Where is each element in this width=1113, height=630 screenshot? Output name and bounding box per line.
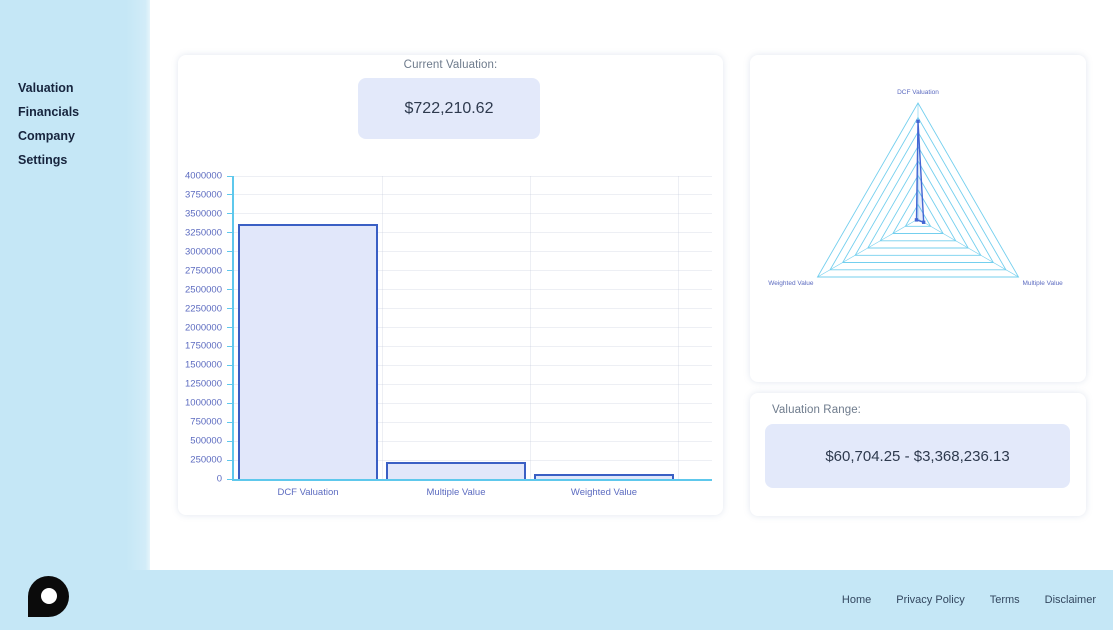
y-tick-label: 750000 xyxy=(190,416,222,428)
y-tick-label: 1000000 xyxy=(185,397,222,409)
radar-gridline xyxy=(829,116,1007,271)
y-gridline xyxy=(234,251,712,253)
y-tick-label: 3000000 xyxy=(185,246,222,258)
valuation-range-label: Valuation Range: xyxy=(772,404,861,416)
y-gridline xyxy=(234,232,712,234)
radar-point-multiple-value[interactable] xyxy=(921,220,926,224)
y-tick-label: 1500000 xyxy=(185,359,222,371)
footer-link-terms[interactable]: Terms xyxy=(989,594,1020,606)
y-gridline xyxy=(234,194,712,196)
valuation-range-card: Valuation Range: $60,704.25 - $3,368,236… xyxy=(750,393,1086,516)
y-tick-label: 2250000 xyxy=(185,303,222,315)
sidebar-item-valuation[interactable]: Valuation xyxy=(18,81,74,95)
current-valuation-label: Current Valuation: xyxy=(403,59,498,71)
y-tick-label: 3750000 xyxy=(185,189,222,201)
y-gridline xyxy=(234,270,712,272)
valuation-range-value: $60,704.25 - $3,368,236.13 xyxy=(765,424,1070,488)
valuation-radar-chart[interactable]: DCF Valuation Multiple Value Weighted Valu… xyxy=(750,55,1086,382)
sidebar: Valuation Financials Company Settings xyxy=(0,0,150,570)
radar-axis-label: DCF Valuation xyxy=(897,89,939,96)
y-tick-mark xyxy=(227,308,232,310)
y-tick-mark xyxy=(227,213,232,215)
y-tick-label: 500000 xyxy=(190,435,222,447)
x-tick-label: DCF Valuation xyxy=(277,487,339,498)
x-gridline xyxy=(381,176,383,479)
radar-gridline xyxy=(854,145,982,256)
radar-gridline xyxy=(904,203,932,227)
x-tick-label: Multiple Value xyxy=(426,487,486,498)
y-tick-mark xyxy=(227,175,232,177)
radar-gridline xyxy=(879,174,957,242)
y-tick-mark xyxy=(227,402,232,404)
sidebar-item-company[interactable]: Company xyxy=(18,129,75,143)
current-valuation-value: $722,210.62 xyxy=(358,78,540,139)
footer-link-home[interactable]: Home xyxy=(841,594,872,606)
y-gridline xyxy=(234,327,712,328)
y-tick-label: 1250000 xyxy=(185,378,222,390)
y-gridline xyxy=(234,421,712,423)
radar-axis-label: Multiple Value xyxy=(1022,280,1063,287)
y-tick-mark xyxy=(227,440,232,442)
x-gridline xyxy=(677,176,679,479)
footer-link-disclaimer[interactable]: Disclaimer xyxy=(1044,594,1096,606)
y-gridline xyxy=(234,364,712,366)
y-tick-mark xyxy=(227,270,232,272)
y-gridline xyxy=(234,308,712,310)
radar-axis-label: Weighted Value xyxy=(768,280,814,287)
y-tick-mark xyxy=(227,232,232,234)
footer-links: Home Privacy Policy Terms Disclaimer xyxy=(842,570,1096,630)
bar-weighted-value[interactable] xyxy=(534,474,674,479)
y-tick-mark xyxy=(227,289,232,291)
y-gridline xyxy=(234,440,712,442)
radar-angle-line xyxy=(917,218,1019,278)
radar-point-dcf-valuation[interactable] xyxy=(916,119,920,124)
radar-gridline xyxy=(892,189,944,234)
radar-angle-line xyxy=(817,218,919,278)
footer-link-privacy[interactable]: Privacy Policy xyxy=(896,594,965,606)
y-tick-mark xyxy=(227,364,232,366)
logo-icon xyxy=(28,576,69,617)
y-gridline xyxy=(234,175,712,177)
y-gridline xyxy=(234,459,712,461)
y-gridline xyxy=(234,213,712,215)
bar-multiple-value[interactable] xyxy=(386,461,526,479)
valuation-chart-card: Current Valuation: $722,210.62 0 250000 50… xyxy=(178,55,723,515)
radar-point-weighted-value[interactable] xyxy=(914,218,919,222)
y-tick-label: 3250000 xyxy=(185,227,222,239)
x-gridline xyxy=(529,176,531,479)
y-tick-mark xyxy=(227,383,232,385)
bar-dcf-valuation[interactable] xyxy=(238,223,378,479)
y-tick-label: 2500000 xyxy=(185,284,222,296)
radar-gridline xyxy=(816,102,1020,278)
radar-gridline xyxy=(841,131,995,263)
sidebar-item-financials[interactable]: Financials xyxy=(18,105,80,119)
x-tick-label: Weighted Value xyxy=(570,487,638,498)
y-gridline xyxy=(234,383,712,385)
y-gridline xyxy=(234,289,712,291)
y-tick-mark xyxy=(227,327,232,328)
y-gridline xyxy=(234,402,712,404)
valuation-bar-chart[interactable]: 0 250000 500000 750000 1000000 1250000 1500000… xyxy=(185,171,712,498)
footer: Home Privacy Policy Terms Disclaimer xyxy=(0,570,1113,630)
y-tick-label: 0 xyxy=(216,473,222,485)
sidebar-nav: Valuation Financials Company Settings xyxy=(18,76,79,172)
radar-chart-card: DCF Valuation Multiple Value Weighted Valu… xyxy=(750,55,1086,382)
y-tick-label: 2750000 xyxy=(185,265,222,277)
radar-gridline xyxy=(867,160,969,249)
y-tick-mark xyxy=(227,421,232,423)
y-tick-mark xyxy=(227,194,232,196)
radar-data-polygon[interactable] xyxy=(915,121,925,224)
y-tick-label: 3500000 xyxy=(185,208,222,220)
y-tick-mark xyxy=(227,251,232,253)
y-tick-label: 250000 xyxy=(190,454,222,466)
y-tick-label: 2000000 xyxy=(185,322,222,333)
y-tick-label: 4000000 xyxy=(185,170,222,182)
sidebar-item-settings[interactable]: Settings xyxy=(18,153,68,167)
y-tick-label: 1750000 xyxy=(185,340,222,352)
y-tick-mark xyxy=(227,459,232,461)
y-gridline xyxy=(234,345,712,347)
y-tick-mark xyxy=(227,345,232,347)
y-tick-mark xyxy=(227,478,232,480)
